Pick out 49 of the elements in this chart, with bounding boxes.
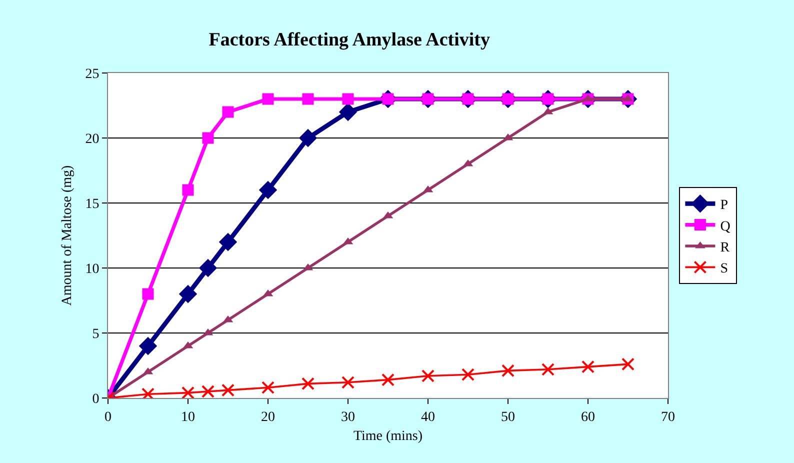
- point: [202, 385, 214, 398]
- y-axis-title: Amount of Maltose (mg): [60, 164, 75, 306]
- point: [342, 376, 354, 389]
- point: [202, 132, 214, 144]
- point: [198, 258, 218, 278]
- legend-label: Q: [720, 219, 730, 234]
- point: [262, 381, 274, 394]
- point: [582, 360, 594, 374]
- point: [298, 128, 318, 148]
- x-tick-label: 60: [581, 410, 595, 425]
- y-tick-label: 0: [92, 392, 100, 407]
- point: [258, 180, 278, 200]
- point: [262, 93, 274, 105]
- legend-label: P: [720, 198, 728, 214]
- point: [178, 284, 198, 304]
- point: [222, 384, 234, 397]
- point: [302, 377, 314, 390]
- x-tick-label: 20: [261, 410, 275, 425]
- y-tick-label: 5: [92, 326, 100, 342]
- y-tick-label: 25: [85, 66, 100, 82]
- y-tick-label: 15: [85, 196, 100, 212]
- point: [182, 184, 194, 196]
- point: [138, 336, 158, 356]
- x-axis-title: Time (mins): [353, 429, 423, 444]
- point: [422, 369, 434, 382]
- point: [542, 362, 554, 376]
- point: [338, 102, 358, 122]
- point: [462, 368, 474, 382]
- x-tick-label: 40: [421, 410, 435, 425]
- point: [142, 388, 154, 398]
- y-tick-label: 10: [85, 262, 100, 277]
- point: [342, 93, 354, 105]
- x-tick-label: 10: [181, 410, 195, 425]
- point: [222, 106, 234, 118]
- y-tick-label: 20: [85, 132, 100, 147]
- point: [502, 364, 514, 378]
- x-tick-label: 70: [661, 410, 675, 425]
- point: [142, 288, 154, 300]
- point: [622, 358, 634, 371]
- chart-title: Factors Affecting Amylase Activity: [208, 30, 490, 51]
- legend-label: S: [720, 262, 728, 277]
- point: [302, 93, 314, 105]
- x-tick-label: 0: [104, 410, 112, 425]
- x-tick-label: 50: [501, 410, 515, 425]
- legend-label: R: [720, 240, 730, 256]
- point: [382, 373, 394, 386]
- point: [182, 386, 194, 398]
- point: [218, 232, 238, 252]
- x-tick-label: 30: [341, 410, 355, 425]
